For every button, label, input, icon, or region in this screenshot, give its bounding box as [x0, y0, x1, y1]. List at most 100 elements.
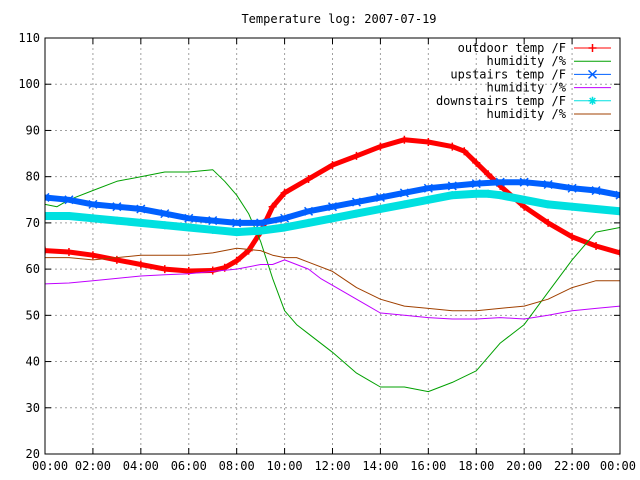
data-point — [136, 218, 145, 227]
data-point — [616, 248, 620, 257]
data-point — [484, 170, 493, 179]
y-axis-ticks: 20 30 40 50 60 70 80 90 100 110 — [18, 31, 620, 461]
data-point — [88, 214, 97, 223]
legend-label: humidity /% — [487, 81, 567, 95]
data-point — [448, 142, 457, 151]
y-tick-label: 100 — [18, 77, 40, 91]
data-point — [615, 190, 620, 200]
series-line — [45, 247, 620, 312]
data-point — [376, 142, 385, 151]
x-tick-label: 00:00 — [600, 459, 636, 473]
data-point — [64, 248, 73, 257]
data-point — [448, 191, 457, 200]
y-tick-label: 60 — [26, 262, 40, 276]
series-3 — [45, 259, 620, 320]
data-point — [484, 189, 493, 198]
legend-marker — [588, 44, 597, 52]
data-point — [304, 174, 313, 183]
legend-marker — [588, 96, 597, 105]
data-point — [328, 161, 337, 170]
data-point — [184, 213, 194, 223]
y-tick-label: 110 — [18, 31, 40, 45]
legend-item: upstairs temp /F — [450, 67, 611, 81]
x-tick-label: 06:00 — [171, 459, 207, 473]
data-point — [460, 147, 469, 156]
data-point — [400, 135, 409, 144]
legend-item: humidity /% — [487, 54, 611, 68]
data-point — [160, 221, 169, 230]
data-point — [472, 158, 481, 167]
data-point — [280, 188, 289, 197]
data-point — [208, 216, 218, 226]
series-2 — [45, 177, 620, 228]
y-tick-label: 70 — [26, 216, 40, 230]
data-point — [256, 218, 266, 228]
data-point — [520, 202, 529, 211]
legend-item: humidity /% — [487, 107, 611, 121]
data-point — [423, 183, 433, 193]
data-point — [280, 213, 290, 223]
legend-label: upstairs temp /F — [450, 67, 566, 81]
legend-marker — [587, 69, 598, 79]
x-tick-label: 00:00 — [32, 459, 68, 473]
y-tick-label: 30 — [26, 401, 40, 415]
x-tick-label: 18:00 — [458, 459, 494, 473]
data-point — [592, 205, 601, 214]
data-point — [495, 177, 505, 187]
x-tick-label: 12:00 — [314, 459, 350, 473]
x-tick-label: 22:00 — [554, 459, 590, 473]
data-point — [352, 209, 361, 218]
x-axis-ticks: 00:00 02:00 04:00 06:00 08:00 10:00 12:00 14:00… — [32, 38, 636, 473]
plot-frame — [44, 37, 621, 455]
data-point — [64, 195, 74, 205]
series-1 — [45, 169, 620, 393]
data-point — [519, 177, 529, 187]
data-point — [424, 195, 433, 204]
x-tick-label: 08:00 — [219, 459, 255, 473]
data-point — [424, 138, 433, 146]
y-tick-label: 80 — [26, 170, 40, 184]
data-point — [208, 266, 217, 275]
x-tick-label: 10:00 — [267, 459, 303, 473]
data-point — [592, 242, 601, 250]
y-tick-label: 20 — [26, 447, 40, 461]
data-point — [136, 260, 145, 269]
legend-item: humidity /% — [487, 81, 611, 95]
data-point — [327, 202, 338, 212]
x-tick-label: 16:00 — [410, 459, 446, 473]
series-4 — [45, 189, 620, 237]
data-point — [208, 225, 217, 234]
data-point — [351, 197, 361, 207]
data-point — [160, 209, 170, 219]
series-5 — [45, 247, 620, 312]
data-point — [136, 204, 146, 214]
data-point — [280, 223, 289, 232]
data-point — [328, 214, 337, 223]
data-point — [304, 218, 313, 227]
data-point — [568, 232, 577, 241]
x-tick-label: 04:00 — [123, 459, 159, 473]
data-point — [45, 192, 50, 202]
data-point — [64, 211, 73, 220]
x-tick-label: 14:00 — [362, 459, 398, 473]
legend-label: humidity /% — [487, 54, 567, 68]
data-point — [520, 195, 529, 204]
legend-label: humidity /% — [487, 107, 567, 121]
data-point — [447, 181, 457, 191]
data-point — [399, 188, 409, 198]
data-point — [471, 179, 481, 189]
legend-item: outdoor temp /F — [458, 41, 611, 55]
data-point — [45, 246, 49, 255]
data-point — [567, 183, 577, 193]
data-point — [591, 186, 601, 196]
data-point — [112, 202, 122, 212]
y-tick-label: 90 — [26, 123, 40, 137]
data-point — [232, 228, 241, 237]
series-line — [45, 137, 620, 274]
data-point — [375, 192, 385, 202]
y-tick-label: 40 — [26, 355, 40, 369]
chart-grid — [45, 38, 620, 454]
data-point — [88, 199, 98, 209]
data-point — [352, 151, 361, 160]
